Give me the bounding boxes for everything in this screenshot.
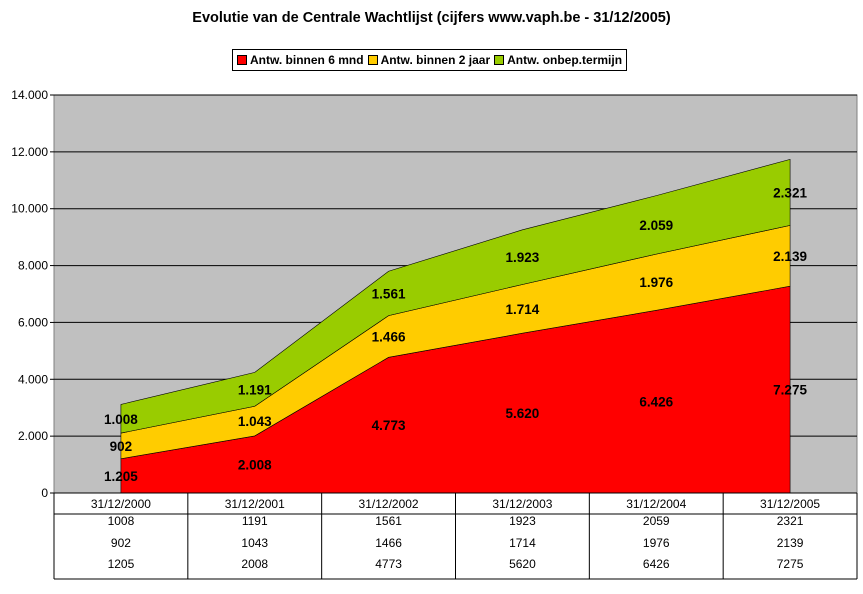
y-tick-label: 4.000 — [18, 372, 48, 386]
table-cell: 1976 — [643, 536, 670, 550]
table-cell: 5620 — [509, 557, 536, 571]
legend-swatch-green — [494, 55, 505, 65]
data-label: 1.923 — [506, 250, 540, 265]
table-cell: 2008 — [241, 557, 268, 571]
y-tick-label: 0 — [41, 486, 48, 500]
data-label: 1.976 — [639, 275, 673, 290]
data-label: 1.043 — [238, 414, 272, 429]
data-label: 1.466 — [372, 329, 406, 344]
y-tick-label: 14.000 — [11, 88, 48, 102]
table-cell: 1923 — [509, 514, 536, 528]
table-cell: 1008 — [108, 514, 135, 528]
data-label: 1.561 — [372, 286, 406, 301]
legend-item-2-years: Antw. binnen 2 jaar — [367, 53, 491, 67]
data-label: 1.008 — [104, 412, 138, 427]
x-category-label: 31/12/2001 — [225, 497, 285, 511]
x-category-label: 31/12/2004 — [626, 497, 686, 511]
data-label: 1.714 — [506, 302, 540, 317]
legend-label: Antw. binnen 6 mnd — [250, 53, 364, 67]
data-label: 902 — [110, 439, 133, 454]
legend-item-undetermined: Antw. onbep.termijn — [494, 53, 622, 67]
y-tick-label: 6.000 — [18, 315, 48, 329]
table-cell: 6426 — [643, 557, 670, 571]
legend-label: Antw. binnen 2 jaar — [380, 53, 491, 67]
legend: Antw. binnen 6 mnd Antw. binnen 2 jaar A… — [232, 49, 628, 71]
legend-swatch-red — [237, 55, 247, 65]
y-tick-label: 8.000 — [18, 259, 48, 273]
legend-item-6-months: Antw. binnen 6 mnd — [237, 53, 364, 67]
area-series-2 — [120, 158, 791, 434]
table-cell: 1191 — [242, 514, 268, 528]
data-label: 5.620 — [506, 406, 540, 421]
legend-swatch-yellow — [367, 55, 378, 65]
data-label: 4.773 — [372, 418, 406, 433]
y-tick-label: 10.000 — [11, 202, 48, 216]
legend-label: Antw. onbep.termijn — [507, 53, 623, 67]
data-label: 2.008 — [238, 457, 272, 472]
table-cell: 1561 — [375, 514, 402, 528]
table-cell: 1466 — [375, 536, 402, 550]
table-cell: 2059 — [643, 514, 670, 528]
table-cell: 902 — [111, 536, 131, 550]
data-label: 1.205 — [104, 469, 138, 484]
y-tick-label: 2.000 — [18, 429, 48, 443]
data-label: 6.426 — [639, 395, 673, 410]
table-cell: 4773 — [375, 557, 402, 571]
table-cell: 1714 — [509, 536, 536, 550]
table-cell: 2139 — [777, 536, 804, 550]
table-cell: 7275 — [777, 557, 804, 571]
y-tick-label: 12.000 — [11, 145, 48, 159]
x-category-label: 31/12/2002 — [359, 497, 419, 511]
chart-title: Evolutie van de Centrale Wachtlijst (cij… — [192, 10, 671, 26]
x-category-label: 31/12/2003 — [492, 497, 552, 511]
data-label: 2.059 — [639, 218, 673, 233]
data-label: 1.191 — [238, 382, 272, 397]
x-category-label: 31/12/2005 — [760, 497, 820, 511]
x-category-label: 31/12/2000 — [91, 497, 151, 511]
data-label: 2.321 — [773, 185, 807, 200]
table-cell: 1043 — [241, 536, 268, 550]
table-cell: 2321 — [777, 514, 804, 528]
data-label: 7.275 — [773, 383, 807, 398]
data-label: 2.139 — [773, 249, 807, 264]
table-cell: 1205 — [108, 557, 135, 571]
